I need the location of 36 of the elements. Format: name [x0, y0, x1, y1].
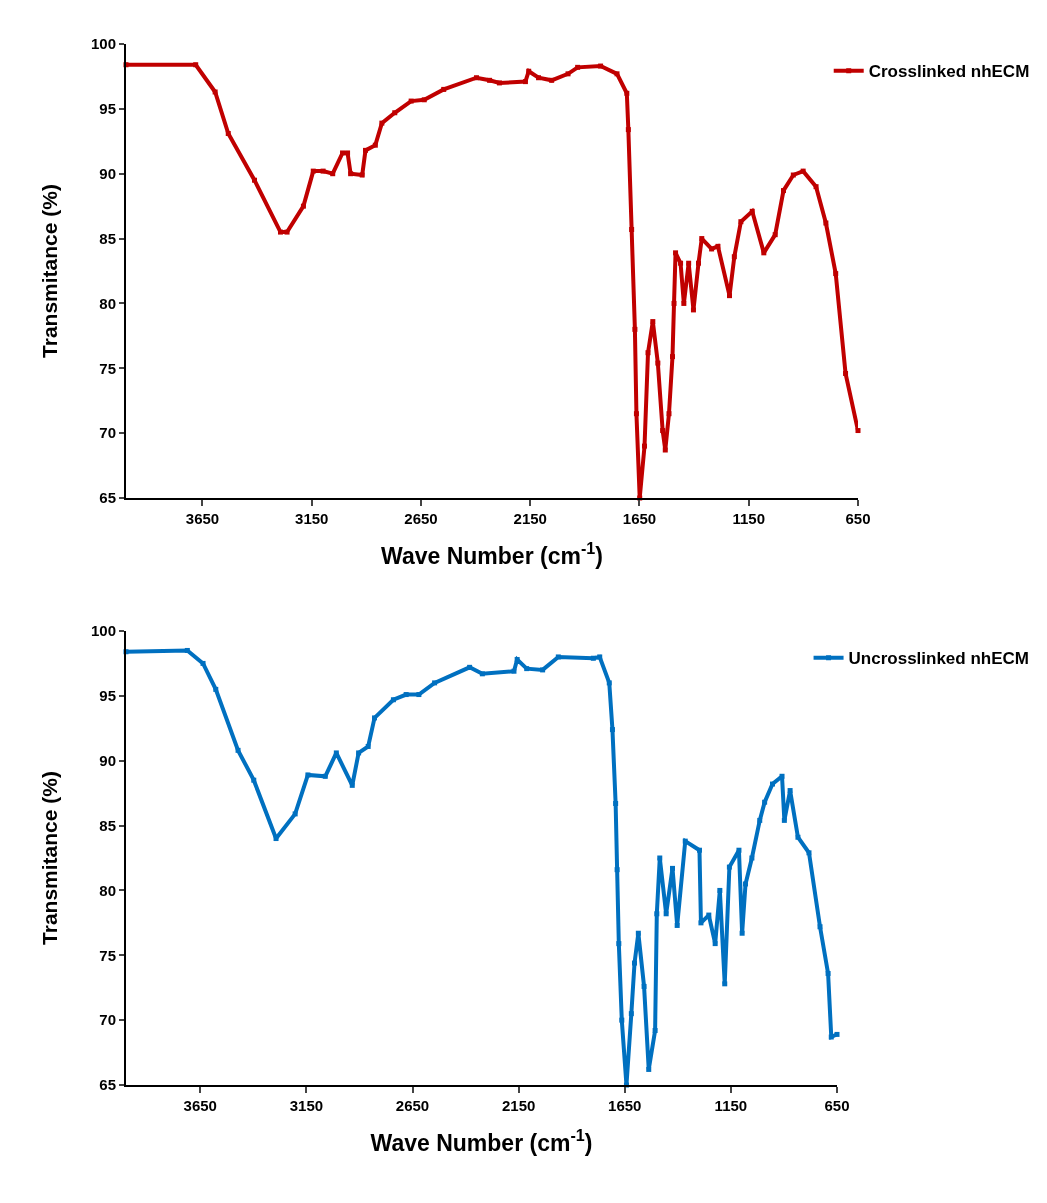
- y-tick-label: 75: [99, 359, 116, 377]
- x-tick-label: 2650: [404, 510, 438, 527]
- legend-label: Uncrosslinked nhECM: [848, 649, 1029, 669]
- x-tick-label: 2150: [501, 1097, 536, 1114]
- x-tick-label: 3650: [183, 1097, 217, 1114]
- y-tick-label: 70: [99, 1011, 116, 1029]
- x-tick-label: 3150: [289, 1097, 324, 1114]
- x-axis-title: Wave Number (cm$^{-1}$): [381, 539, 603, 570]
- y-tick-label: 100: [90, 622, 116, 640]
- y-tick-label: 85: [99, 229, 116, 247]
- x-tick-label: 1650: [608, 1097, 642, 1114]
- x-tick-label: 3150: [295, 510, 329, 527]
- y-tick-label: 75: [99, 946, 116, 964]
- x-tick-label: 650: [845, 510, 871, 527]
- y-tick-label: 80: [99, 294, 116, 312]
- x-tick-label: 1650: [622, 510, 657, 527]
- x-axis-title: Wave Number (cm$^{-1}$): [370, 1126, 593, 1157]
- x-tick-label: 1150: [732, 510, 766, 527]
- y-tick-label: 95: [99, 687, 116, 705]
- x-tick-label: 2650: [395, 1097, 430, 1114]
- x-tick-label: 1150: [714, 1097, 748, 1114]
- y-tick-label: 90: [99, 164, 116, 182]
- y-axis-title: Transmitance (%): [37, 771, 61, 945]
- y-tick-label: 80: [99, 881, 116, 899]
- legend-label: Crosslinked nhECM: [868, 62, 1030, 82]
- y-axis-title: Transmitance (%): [37, 184, 61, 358]
- y-tick-label: 90: [99, 751, 116, 769]
- y-tick-label: 85: [99, 816, 116, 834]
- x-tick-label: 3650: [185, 510, 220, 527]
- x-tick-label: 2150: [513, 510, 547, 527]
- x-tick-label: 650: [824, 1097, 850, 1114]
- y-tick-label: 100: [90, 35, 116, 53]
- y-tick-label: 65: [99, 489, 116, 507]
- y-tick-label: 95: [99, 100, 116, 118]
- y-tick-label: 70: [99, 424, 116, 442]
- y-tick-label: 65: [99, 1076, 116, 1094]
